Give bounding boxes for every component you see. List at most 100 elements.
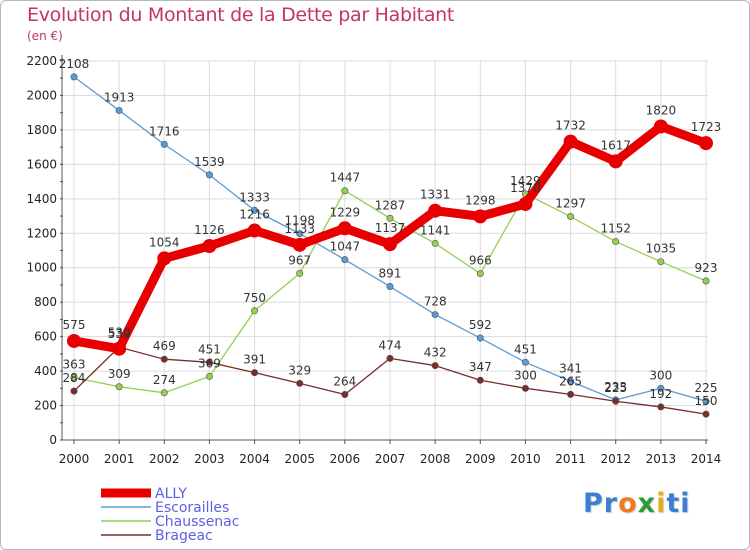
data-label: 1331 (420, 188, 451, 202)
x-tick-label: 2006 (330, 452, 361, 466)
x-tick-label: 2013 (646, 452, 677, 466)
data-point (386, 283, 394, 291)
data-label: 391 (243, 353, 266, 367)
data-point (567, 390, 575, 398)
data-point (608, 154, 623, 169)
data-point (292, 237, 307, 252)
data-point (115, 383, 123, 391)
data-point (251, 369, 259, 377)
data-label: 530 (108, 326, 131, 340)
x-tick-label: 2005 (284, 452, 315, 466)
data-point (431, 239, 439, 247)
data-label: 309 (108, 367, 131, 381)
y-tick-label: 1800 (26, 123, 57, 137)
x-tick-label: 2010 (510, 452, 541, 466)
data-label: 469 (153, 339, 176, 353)
data-point (567, 213, 575, 221)
data-label: 728 (424, 295, 447, 309)
data-label: 347 (469, 360, 492, 374)
x-tick-label: 2012 (600, 452, 631, 466)
data-point (251, 307, 259, 315)
data-point (431, 311, 439, 319)
data-point (67, 333, 81, 348)
data-label: 575 (63, 318, 86, 332)
data-label: 750 (243, 291, 266, 305)
data-label: 369 (198, 356, 221, 370)
data-point (251, 206, 259, 214)
x-tick-label: 2004 (239, 452, 270, 466)
data-point (247, 223, 262, 238)
data-point (115, 106, 123, 114)
data-point (70, 373, 78, 381)
y-tick-label: 1000 (26, 261, 57, 275)
data-label: 1370 (510, 181, 541, 195)
data-point (476, 376, 484, 384)
y-tick-label: 1200 (26, 226, 57, 240)
data-label: 1229 (330, 205, 361, 219)
legend-label: Escorailles (155, 500, 229, 516)
data-label: 1913 (104, 90, 135, 104)
data-point (337, 221, 352, 236)
x-tick-label: 2001 (104, 452, 135, 466)
x-tick-label: 2011 (555, 452, 586, 466)
data-point (521, 384, 529, 392)
data-label: 1047 (330, 240, 361, 254)
data-label: 1126 (194, 223, 225, 237)
data-point (70, 73, 78, 81)
data-point (702, 410, 710, 418)
data-point (657, 403, 665, 411)
data-point (702, 397, 710, 405)
logo-part: i (656, 488, 667, 519)
chart-title: Evolution du Montant de la Dette par Hab… (27, 4, 455, 26)
data-label: 1216 (239, 208, 270, 222)
data-point (657, 258, 665, 266)
data-label: 1287 (375, 198, 406, 212)
data-point (473, 209, 488, 224)
data-point (160, 355, 168, 363)
data-point (160, 140, 168, 148)
data-point (612, 238, 620, 246)
data-label: 1539 (194, 155, 225, 169)
data-label: 1447 (330, 171, 361, 185)
data-label: 1141 (420, 223, 451, 237)
x-tick-label: 2007 (375, 452, 406, 466)
y-tick-label: 2200 (26, 54, 57, 68)
data-point (476, 334, 484, 342)
data-point (205, 358, 213, 366)
data-label: 923 (695, 261, 718, 275)
data-label: 363 (63, 357, 86, 371)
data-label: 966 (469, 254, 492, 268)
data-point (521, 358, 529, 366)
y-tick-label: 200 (34, 399, 57, 413)
data-point (383, 237, 397, 252)
data-point (699, 136, 713, 151)
y-tick-label: 1600 (26, 157, 57, 171)
data-label: 225 (695, 381, 718, 395)
data-label: 341 (559, 361, 582, 375)
x-tick-label: 2009 (465, 452, 496, 466)
series-lines (67, 73, 713, 418)
data-label: 1137 (375, 221, 406, 235)
data-point (205, 372, 213, 380)
legend-label: ALLY (155, 486, 187, 502)
data-labels: 575 530 1054 1126 1216 1133 1229 1137 1331 1298 13… (59, 57, 722, 408)
y-tick-label: 400 (34, 364, 57, 378)
x-tick-label: 2014 (691, 452, 722, 466)
data-label: 150 (695, 394, 718, 408)
data-label: 1297 (555, 197, 586, 211)
data-label: 264 (333, 375, 356, 389)
data-point (205, 171, 213, 179)
data-label: 1198 (284, 214, 315, 228)
data-label: 1820 (646, 103, 677, 117)
y-tick-label: 800 (34, 295, 57, 309)
data-label: 225 (604, 381, 627, 395)
data-label: 474 (379, 338, 402, 352)
logo-part: ti (666, 488, 691, 519)
data-label: 967 (288, 253, 311, 267)
axes: 0 200 400 600 800 1000 1200 1400 1600 1800 2000 220… (26, 54, 721, 466)
data-point (431, 362, 439, 370)
data-point (296, 379, 304, 387)
data-label: 1054 (149, 235, 180, 249)
